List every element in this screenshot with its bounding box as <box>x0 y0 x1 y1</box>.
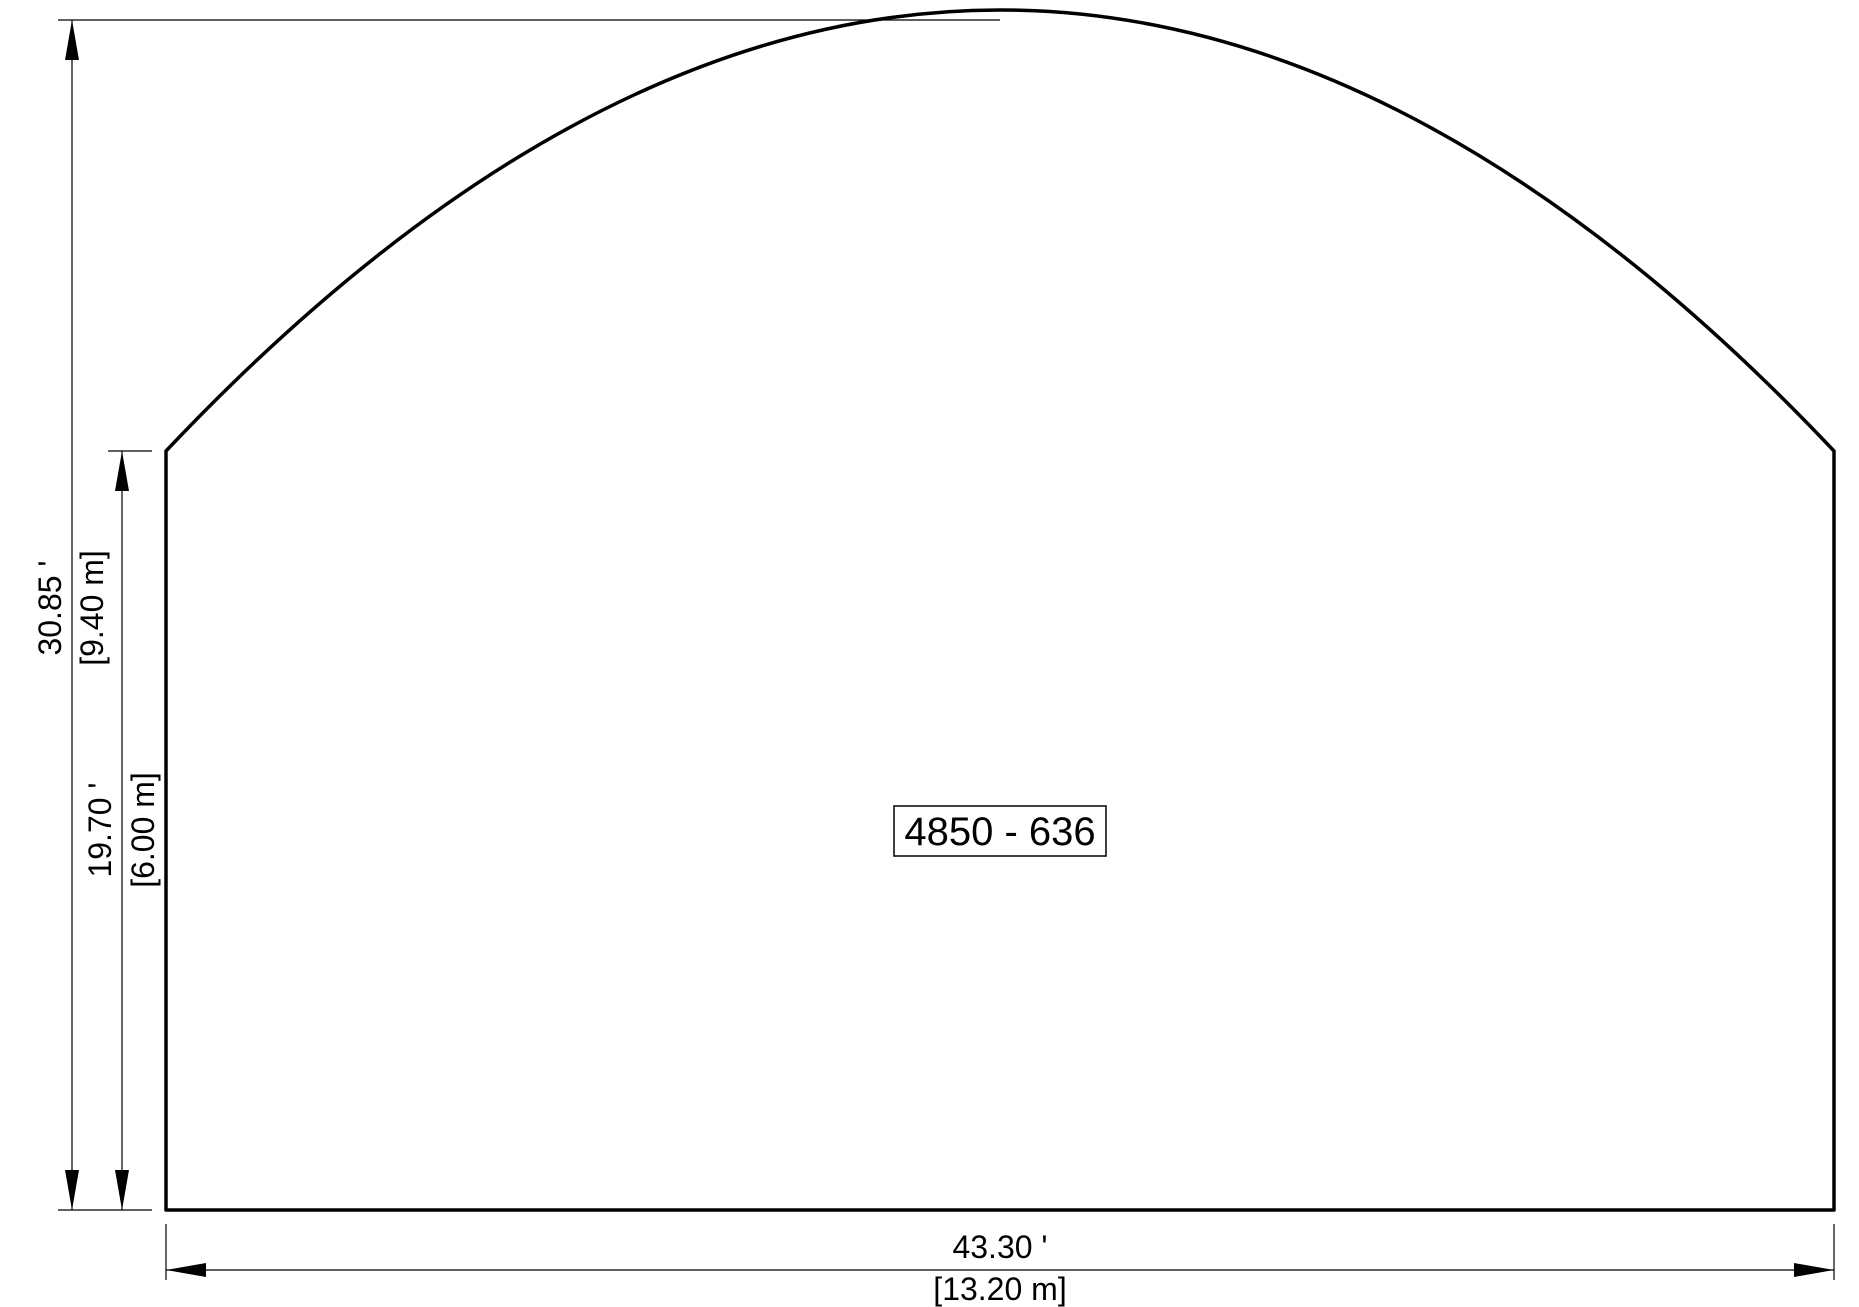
wall-height-metric: [6.00 m] <box>125 772 161 888</box>
width-imperial: 43.30 ' <box>952 1229 1047 1265</box>
model-label-box <box>893 805 1107 857</box>
model-label: 4850 - 636 <box>904 810 1095 854</box>
wall-height-imperial: 19.70 ' <box>82 782 118 877</box>
building-outline <box>164 8 1836 1212</box>
width-metric: [13.20 m] <box>933 1271 1066 1307</box>
total-height-imperial: 30.85 ' <box>32 560 68 655</box>
total-height-metric: [9.40 m] <box>74 550 110 666</box>
